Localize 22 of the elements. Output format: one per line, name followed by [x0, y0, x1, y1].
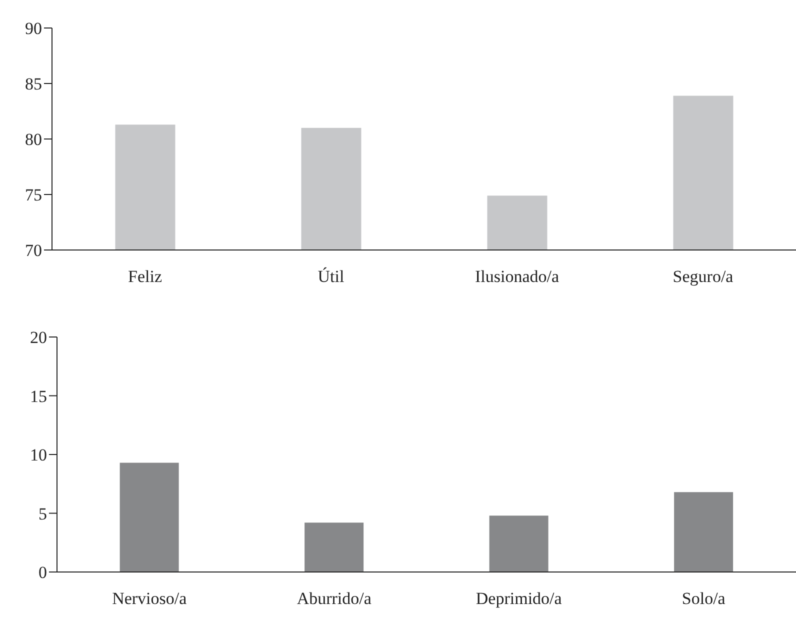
y-tick-label: 0 [38, 563, 47, 582]
bar [120, 462, 179, 572]
bar [304, 522, 364, 572]
y-tick-label: 10 [30, 446, 47, 465]
y-tick-label: 90 [25, 19, 42, 38]
x-tick-label: Nervioso/a [112, 589, 188, 608]
y-tick-label: 80 [25, 130, 42, 150]
bar [489, 516, 548, 572]
x-tick-label: Aburrido/a [296, 589, 372, 608]
x-tick-label: Ilusionado/a [474, 267, 560, 286]
y-tick-label: 70 [25, 241, 42, 260]
y-tick-label: 75 [25, 186, 42, 205]
x-tick-label: Seguro/a [672, 267, 734, 286]
x-tick-label: Solo/a [682, 589, 726, 608]
y-tick-label: 5 [38, 504, 47, 524]
y-tick-label: 20 [30, 328, 47, 348]
y-tick-label: 85 [25, 74, 42, 94]
bar [674, 492, 734, 572]
x-tick-label: Deprimido/a [476, 589, 562, 608]
y-tick-label: 15 [30, 386, 47, 406]
x-tick-label: Feliz [128, 267, 162, 286]
x-tick-label: Útil [318, 267, 344, 286]
